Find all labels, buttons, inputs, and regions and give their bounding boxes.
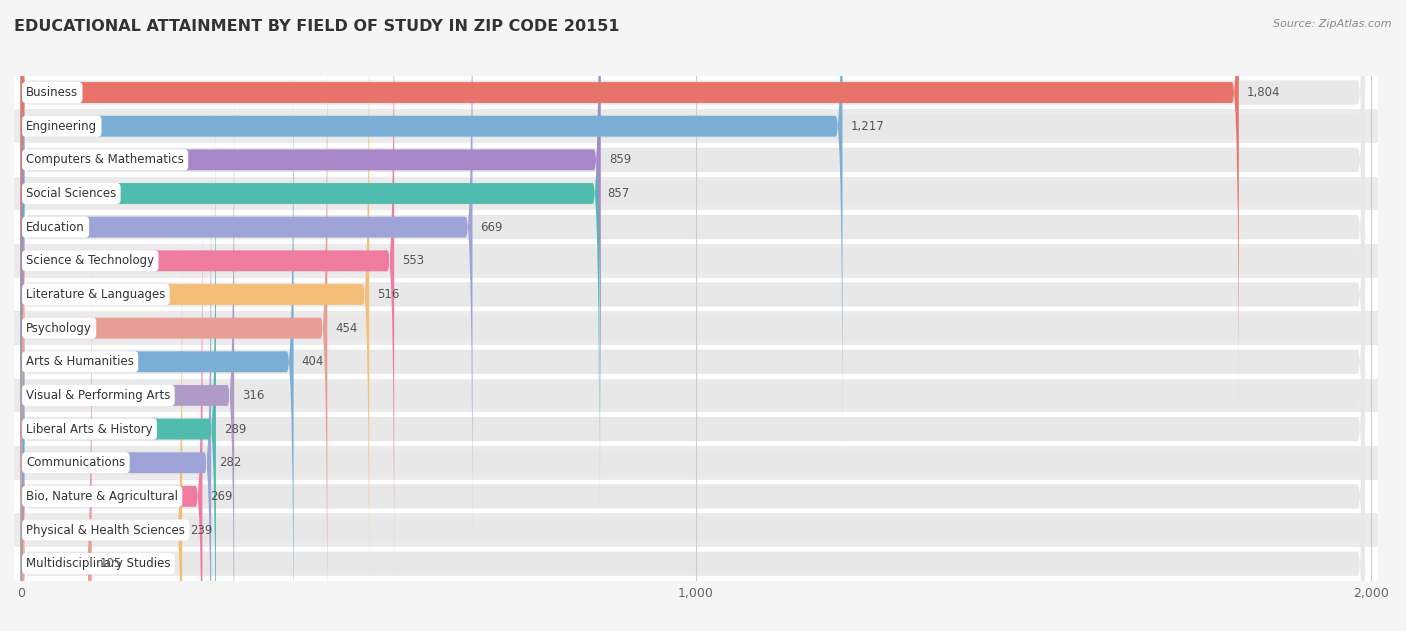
FancyBboxPatch shape xyxy=(21,0,600,486)
Text: Source: ZipAtlas.com: Source: ZipAtlas.com xyxy=(1274,19,1392,29)
FancyBboxPatch shape xyxy=(21,0,1364,417)
Text: Psychology: Psychology xyxy=(27,322,91,334)
Text: Physical & Health Sciences: Physical & Health Sciences xyxy=(27,524,186,536)
Text: Communications: Communications xyxy=(27,456,125,469)
FancyBboxPatch shape xyxy=(21,204,183,631)
Text: Liberal Arts & History: Liberal Arts & History xyxy=(27,423,153,435)
Bar xyxy=(14,480,1378,513)
Bar xyxy=(14,278,1378,311)
Text: Education: Education xyxy=(27,221,84,233)
FancyBboxPatch shape xyxy=(21,0,394,587)
FancyBboxPatch shape xyxy=(21,172,1364,631)
Text: 1,804: 1,804 xyxy=(1247,86,1281,99)
FancyBboxPatch shape xyxy=(21,206,1364,631)
Text: 553: 553 xyxy=(402,254,425,268)
FancyBboxPatch shape xyxy=(21,170,202,631)
FancyBboxPatch shape xyxy=(21,37,1364,631)
Text: Bio, Nature & Agricultural: Bio, Nature & Agricultural xyxy=(27,490,179,503)
Text: Visual & Performing Arts: Visual & Performing Arts xyxy=(27,389,170,402)
Text: 282: 282 xyxy=(219,456,242,469)
FancyBboxPatch shape xyxy=(21,0,1239,418)
Bar xyxy=(14,210,1378,244)
Text: 1,217: 1,217 xyxy=(851,120,884,133)
FancyBboxPatch shape xyxy=(21,0,1364,518)
Bar xyxy=(14,379,1378,412)
Text: 316: 316 xyxy=(242,389,264,402)
Bar xyxy=(14,311,1378,345)
FancyBboxPatch shape xyxy=(21,137,211,631)
Text: 105: 105 xyxy=(100,557,122,570)
FancyBboxPatch shape xyxy=(21,0,472,553)
Bar xyxy=(14,446,1378,480)
Bar xyxy=(14,345,1378,379)
Text: 454: 454 xyxy=(336,322,357,334)
Bar xyxy=(14,547,1378,581)
FancyBboxPatch shape xyxy=(21,0,1364,484)
Text: 404: 404 xyxy=(302,355,323,369)
FancyBboxPatch shape xyxy=(21,0,1364,451)
Text: EDUCATIONAL ATTAINMENT BY FIELD OF STUDY IN ZIP CODE 20151: EDUCATIONAL ATTAINMENT BY FIELD OF STUDY… xyxy=(14,19,620,34)
Bar xyxy=(14,177,1378,210)
Text: 857: 857 xyxy=(607,187,630,200)
Text: Arts & Humanities: Arts & Humanities xyxy=(27,355,134,369)
FancyBboxPatch shape xyxy=(21,71,1364,631)
Text: 669: 669 xyxy=(481,221,503,233)
Text: 859: 859 xyxy=(609,153,631,167)
FancyBboxPatch shape xyxy=(21,0,842,452)
FancyBboxPatch shape xyxy=(21,0,370,620)
Bar xyxy=(14,109,1378,143)
FancyBboxPatch shape xyxy=(21,0,1364,585)
FancyBboxPatch shape xyxy=(21,0,599,519)
Bar xyxy=(14,412,1378,446)
FancyBboxPatch shape xyxy=(21,238,91,631)
Text: Computers & Mathematics: Computers & Mathematics xyxy=(27,153,184,167)
Text: 269: 269 xyxy=(211,490,233,503)
Text: 239: 239 xyxy=(190,524,212,536)
Text: Engineering: Engineering xyxy=(27,120,97,133)
Bar xyxy=(14,76,1378,109)
FancyBboxPatch shape xyxy=(21,2,328,631)
FancyBboxPatch shape xyxy=(21,103,217,631)
Bar xyxy=(14,143,1378,177)
Text: 516: 516 xyxy=(377,288,399,301)
Text: Multidisciplinary Studies: Multidisciplinary Studies xyxy=(27,557,170,570)
FancyBboxPatch shape xyxy=(21,239,1364,631)
Bar xyxy=(14,244,1378,278)
FancyBboxPatch shape xyxy=(21,138,1364,631)
Text: Social Sciences: Social Sciences xyxy=(27,187,117,200)
FancyBboxPatch shape xyxy=(21,0,1364,551)
FancyBboxPatch shape xyxy=(21,4,1364,631)
FancyBboxPatch shape xyxy=(21,69,235,631)
Bar xyxy=(14,513,1378,547)
FancyBboxPatch shape xyxy=(21,105,1364,631)
Text: 289: 289 xyxy=(224,423,246,435)
Text: Business: Business xyxy=(27,86,79,99)
Text: Literature & Languages: Literature & Languages xyxy=(27,288,166,301)
FancyBboxPatch shape xyxy=(21,36,294,631)
FancyBboxPatch shape xyxy=(21,0,1364,619)
Text: Science & Technology: Science & Technology xyxy=(27,254,155,268)
